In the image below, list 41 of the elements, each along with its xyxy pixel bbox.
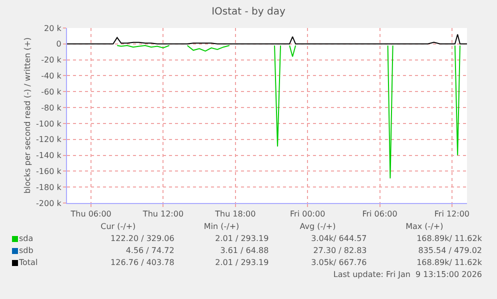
y-tick-label: -20 k bbox=[41, 56, 62, 65]
text: 2.01 / 293.19 bbox=[214, 257, 269, 269]
y-tick-label: -80 k bbox=[41, 103, 62, 112]
legend-label: sda bbox=[19, 234, 34, 243]
text: 168.89k/ 11.62k bbox=[416, 233, 482, 245]
text: 122.20 / 329.06 bbox=[110, 233, 174, 245]
y-tick-label: -60 k bbox=[41, 87, 62, 96]
line-series bbox=[67, 34, 467, 44]
y-tick-label: 20 k bbox=[44, 24, 62, 33]
chart-title: IOstat - by day bbox=[212, 6, 286, 18]
x-tick-label: Thu 18:00 bbox=[214, 210, 256, 219]
x-tick-label: Fri 00:00 bbox=[290, 210, 326, 219]
y-tick-label: -100 k bbox=[36, 119, 62, 128]
y-tick-label: -120 k bbox=[36, 135, 62, 144]
y-tick-label: 0 bbox=[56, 40, 62, 49]
text: 3.61 / 64.88 bbox=[219, 245, 269, 257]
text: 3.04k/ 644.57 bbox=[310, 233, 367, 245]
text: 126.76 / 403.78 bbox=[110, 257, 174, 269]
text: 3.05k/ 667.76 bbox=[310, 257, 367, 269]
y-tick-label: -160 k bbox=[36, 166, 62, 176]
text: 2.01 / 293.19 bbox=[214, 233, 269, 245]
y-tick-label: -180 k bbox=[36, 182, 62, 192]
y-tick-label: -200 k bbox=[36, 198, 62, 208]
x-tick-label: Fri 12:00 bbox=[434, 210, 470, 219]
text: 835.54 / 479.02 bbox=[417, 245, 482, 257]
y-axis-title: blocks per second read (-) / written (+) bbox=[22, 37, 32, 194]
x-tick-label: Thu 12:00 bbox=[142, 210, 184, 219]
y-tick-label: -40 k bbox=[41, 72, 62, 81]
text: 27.30 / 82.83 bbox=[312, 245, 367, 257]
text: Max (-/+) bbox=[404, 221, 444, 233]
text: Avg (-/+) bbox=[298, 221, 337, 233]
text: Last update: Fri Jan 9 13:15:00 2026 bbox=[332, 270, 482, 279]
x-tick-label: Fri 06:00 bbox=[362, 210, 398, 219]
y-tick-label: -140 k bbox=[36, 151, 62, 160]
text: Min (-/+) bbox=[202, 221, 240, 233]
x-tick-label: Thu 06:00 bbox=[70, 210, 112, 219]
text: 168.89k/ 11.62k bbox=[416, 257, 482, 269]
text: 4.56 / 74.72 bbox=[124, 245, 174, 257]
text: Cur (-/+) bbox=[100, 221, 137, 233]
legend-label: Total bbox=[19, 258, 38, 267]
legend-label: sdb bbox=[19, 246, 34, 255]
